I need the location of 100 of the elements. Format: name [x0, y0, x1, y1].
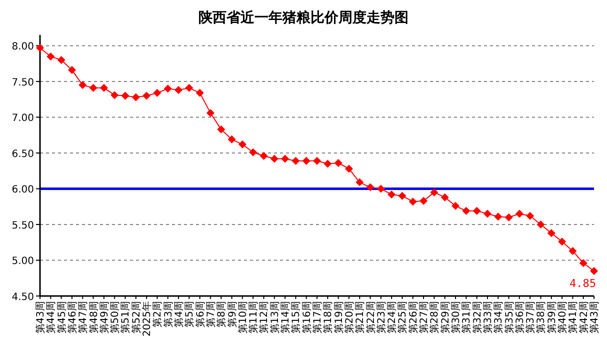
x-tick-label: 第8周: [216, 301, 228, 328]
x-tick-label: 第45周: [56, 301, 68, 334]
point: [78, 81, 87, 90]
y-tick-label: 5.50: [12, 220, 34, 232]
x-tick-label: 第2周: [152, 301, 164, 328]
x-tick-label: 第11周: [248, 301, 260, 334]
point: [206, 108, 214, 117]
x-tick-label: 第30周: [450, 301, 462, 334]
x-tick-label: 第10周: [236, 301, 249, 334]
x-tick-label: 第20周: [343, 301, 356, 334]
x-tick-label: 第9周: [226, 301, 238, 328]
point: [313, 156, 321, 165]
point: [196, 88, 204, 97]
point: [462, 206, 470, 215]
point: [558, 238, 566, 246]
point: [472, 206, 481, 215]
x-tick-label: 第19周: [332, 301, 345, 334]
x-tick-label: 第16周: [300, 301, 313, 334]
x-tick-label: 第51周: [120, 301, 132, 334]
x-tick-label: 第25周: [396, 301, 409, 334]
x-tick-label: 第39周: [546, 301, 558, 334]
x-tick-label: 第37周: [524, 301, 537, 334]
x-tick-label: 第3周: [162, 301, 174, 328]
x-tick-label: 第34周: [492, 301, 505, 334]
point: [260, 152, 268, 160]
x-tick-label: 第27周: [418, 301, 430, 334]
point: [504, 213, 513, 222]
point: [89, 84, 98, 92]
point: [121, 92, 130, 100]
y-tick-label: 7.50: [12, 77, 34, 88]
point: [270, 154, 278, 163]
x-tick-label: 第43周: [34, 301, 46, 334]
point: [292, 156, 300, 165]
y-tick-label: 7.00: [12, 113, 34, 124]
x-tick-label: 第18周: [322, 301, 334, 334]
point: [494, 212, 502, 221]
x-tick-label: 第33周: [482, 301, 494, 334]
x-tick-label: 第31周: [460, 301, 473, 334]
point: [388, 190, 396, 198]
x-tick-label: 第41周: [567, 301, 580, 334]
y-tick-label: 5.00: [12, 256, 34, 268]
point: [164, 84, 172, 93]
point: [344, 164, 353, 173]
point: [281, 154, 290, 163]
point: [68, 66, 76, 74]
x-tick-label: 第17周: [312, 301, 324, 334]
x-tick-label: 第23周: [375, 301, 388, 334]
point: [132, 93, 140, 102]
x-tick-label: 第44周: [45, 301, 58, 334]
x-tick-label: 第47周: [77, 301, 90, 334]
x-tick-label: 第29周: [439, 301, 452, 334]
point: [238, 140, 246, 148]
point: [334, 158, 342, 167]
x-tick-label: 第52周: [130, 301, 142, 334]
point: [515, 210, 524, 218]
x-tick-label: 第35周: [503, 301, 516, 334]
point: [526, 212, 534, 220]
point: [430, 188, 438, 196]
point: [185, 84, 194, 92]
point: [36, 44, 44, 52]
x-tick-label: 第7周: [204, 301, 217, 328]
point: [376, 184, 385, 193]
point: [483, 210, 492, 218]
x-tick-label: 第42周: [578, 301, 590, 334]
x-tick-label: 第22周: [364, 301, 377, 334]
point: [366, 183, 374, 192]
x-tick-label: 第36周: [514, 301, 526, 334]
point: [547, 229, 556, 238]
y-tick-label: 4.50: [12, 292, 34, 303]
point: [249, 148, 258, 156]
point: [228, 135, 236, 144]
x-tick-label: 第13周: [268, 301, 281, 334]
x-tick-label: 第38周: [535, 301, 548, 334]
x-tick-label: 第26周: [407, 301, 420, 334]
point: [100, 84, 108, 92]
x-tick-label: 第46周: [66, 301, 78, 334]
point: [324, 160, 332, 168]
x-tick-label: 第40周: [556, 301, 569, 334]
x-tick-label: 第43周: [588, 301, 600, 334]
chart-title: 陕西省近一年猪粮比价周度走势图: [198, 9, 408, 26]
x-tick-label: 第49周: [98, 301, 110, 334]
point: [568, 246, 577, 255]
point: [142, 92, 151, 100]
x-tick-label: 第6周: [194, 301, 206, 328]
x-tick-label: 第15周: [290, 301, 302, 334]
x-tick-label: 第4周: [173, 301, 185, 328]
point: [398, 192, 406, 200]
point: [590, 266, 598, 275]
x-tick-label: 第50周: [109, 301, 122, 334]
point: [356, 178, 364, 186]
x-tick-label: 第24周: [386, 301, 398, 334]
y-tick-label: 6.50: [12, 148, 34, 160]
x-tick-label: 第28周: [428, 301, 441, 334]
data-label: 4.85: [570, 276, 596, 290]
point: [217, 125, 226, 134]
y-tick-label: 8.00: [12, 42, 34, 53]
y-tick-label: 6.00: [12, 184, 34, 196]
point: [579, 259, 588, 268]
point: [110, 91, 119, 100]
point: [302, 156, 310, 165]
